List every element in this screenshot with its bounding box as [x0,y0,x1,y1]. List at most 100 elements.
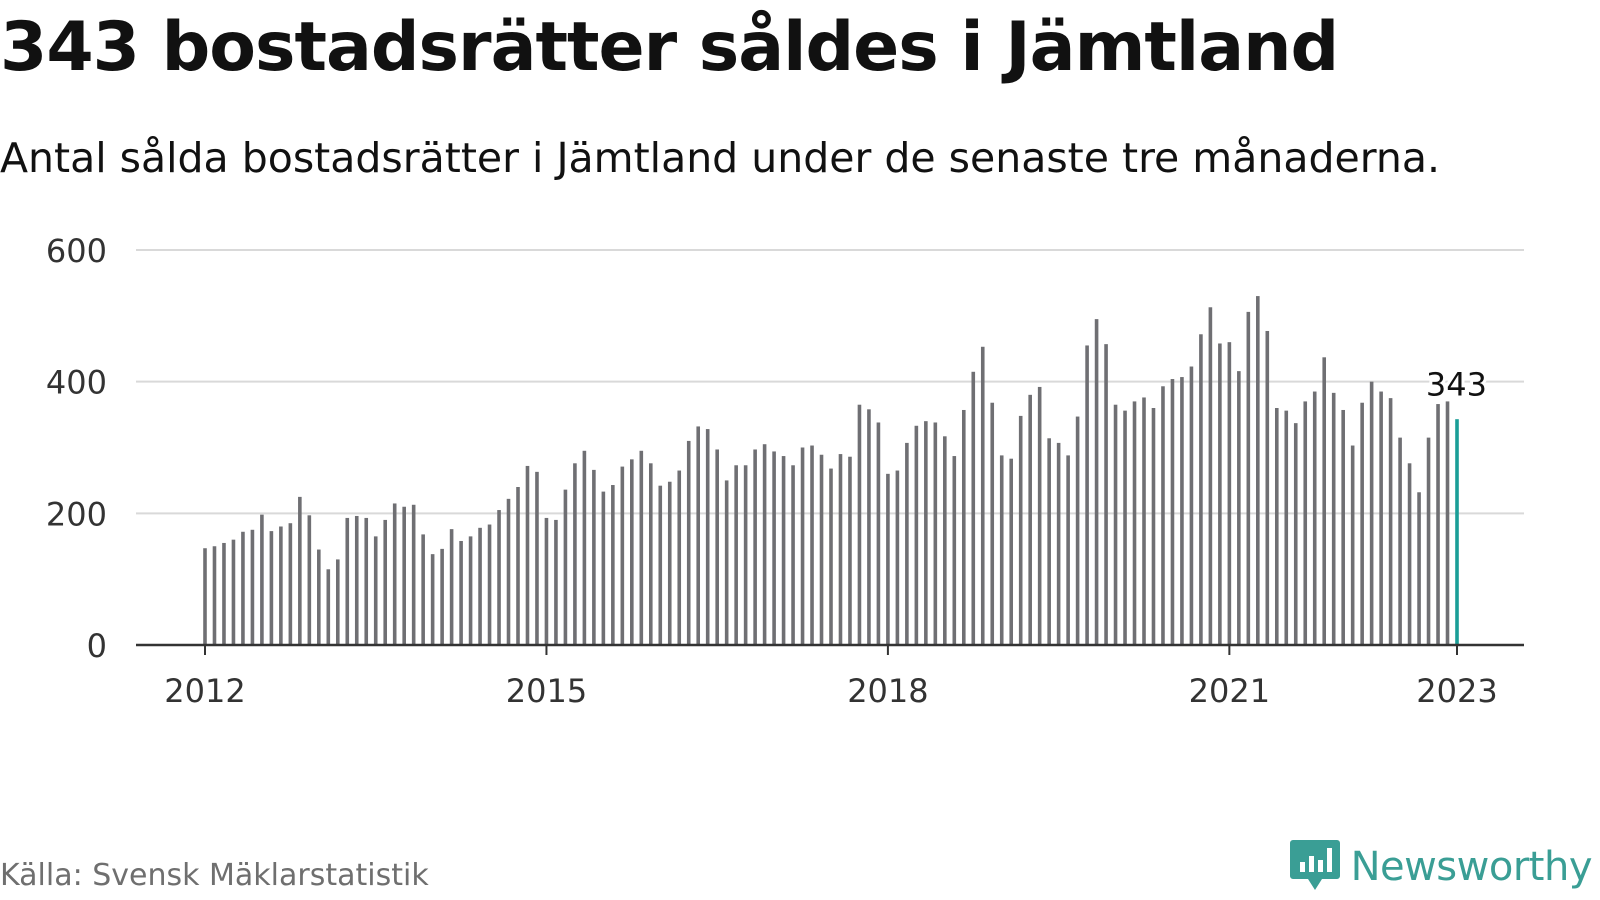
bar [914,425,919,645]
bar [1350,445,1355,645]
bar [203,548,207,645]
x-tick-label: 2018 [847,672,928,710]
bar [269,531,274,645]
bar [1312,391,1317,645]
bar [1161,386,1165,645]
bar [1331,392,1336,645]
bar [1142,397,1146,645]
bar [943,436,947,645]
labels: 0 200 400 600 2012 2015 2018 2021 2023 343 [46,232,1498,710]
x-tick-label: 2012 [164,672,245,710]
bar [1445,401,1450,645]
bar [762,444,767,645]
chart-title: 343 bostadsrätter såldes i Jämtland [0,8,1339,87]
bar [961,409,966,645]
bar [449,529,454,645]
bar [1237,371,1241,645]
bar [876,422,881,645]
bar [345,517,350,645]
bar [1132,401,1137,645]
bar [848,456,852,645]
bar [933,422,938,645]
bar [317,549,321,645]
bar [516,487,520,645]
bar [1284,410,1289,645]
bar [544,517,549,645]
bar [1180,377,1184,645]
bar [554,519,558,645]
bar [241,531,245,645]
bar [715,449,719,645]
bar [1189,366,1194,645]
x-tick-label: 2023 [1416,672,1497,710]
bar [895,470,900,645]
bar [1265,330,1270,645]
bar [724,480,729,645]
bar [1407,463,1412,645]
bar [288,523,293,645]
bar [1379,391,1383,645]
axes [136,643,1524,655]
y-tick-label: 200 [46,495,107,533]
bar [260,514,264,645]
bar [1199,334,1203,645]
brand-logo: Newsworthy [1289,838,1593,896]
bar [980,346,985,645]
bar [459,540,463,645]
bar [990,402,995,645]
bar [611,485,615,645]
bar [1123,410,1127,645]
bar [800,447,805,645]
bar [905,442,909,645]
bar [810,445,814,645]
bar [1227,342,1232,645]
bar [231,539,236,645]
bar [1398,437,1402,645]
bar [867,409,871,645]
bar [1170,379,1175,645]
bar [1246,311,1251,645]
bar [1293,423,1298,645]
bar [1075,416,1080,645]
bar [886,473,890,645]
bar [1322,357,1327,645]
bar [392,503,397,645]
bar [1066,455,1070,645]
bar [1218,343,1222,645]
bar [1056,442,1061,645]
bar [1360,402,1364,645]
bar [838,454,843,645]
bar [620,466,625,645]
bar [1018,415,1023,645]
bar [430,554,435,645]
bar [307,515,312,645]
bar [1028,394,1032,645]
bar [279,526,283,645]
bar [1388,398,1393,645]
bar [829,468,833,645]
bar [411,504,416,645]
bar [592,469,596,645]
bar [705,429,710,645]
bar [1256,296,1260,645]
bar [819,454,824,645]
bar [1303,401,1308,645]
x-tick-label: 2015 [506,672,587,710]
bar [1094,319,1099,645]
bar [373,536,378,645]
bar-chart-speech-bubble-icon [1289,838,1341,896]
bar-chart: 0 200 400 600 2012 2015 2018 2021 2023 343 [46,232,1524,710]
bar [781,456,786,645]
highlight-value-label: 343 [1426,366,1487,404]
bar [734,465,738,645]
bar [791,465,795,645]
bar [421,534,425,645]
y-tick-label: 400 [46,364,107,402]
bar [753,449,757,645]
bar [335,559,340,645]
bar [772,451,776,645]
bar [468,536,473,645]
bar [326,569,331,645]
bar [250,529,255,645]
bar [630,459,634,645]
